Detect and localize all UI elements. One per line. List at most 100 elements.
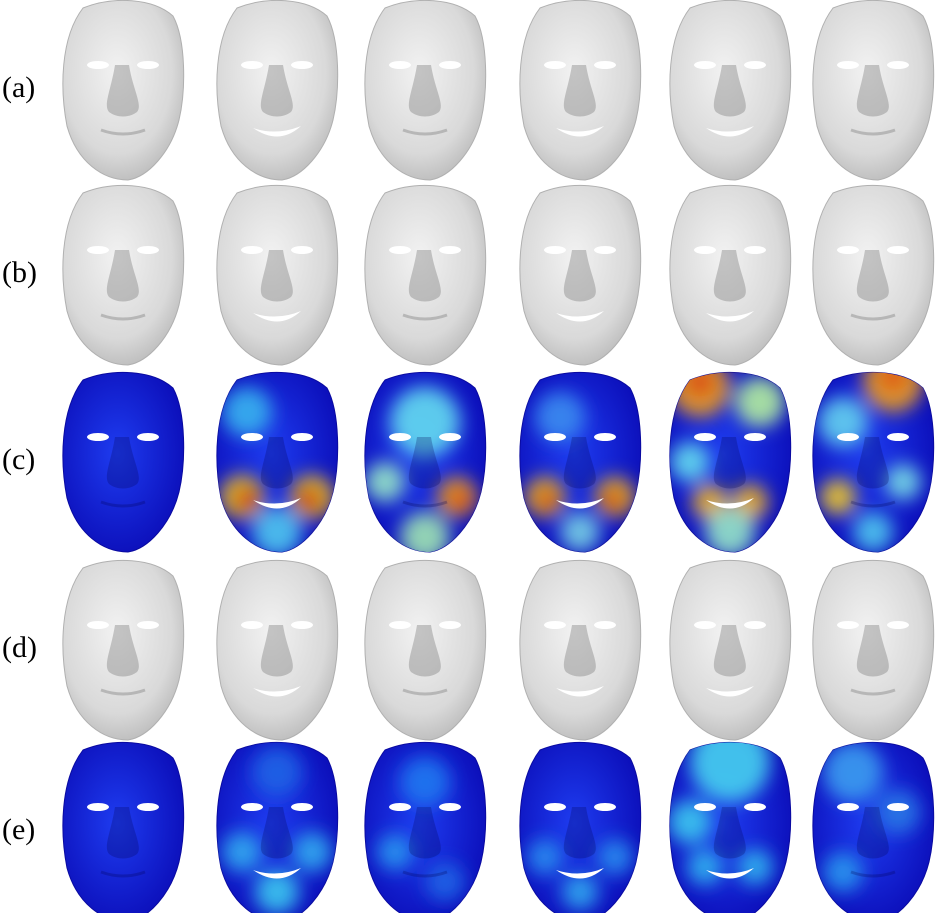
face-surface <box>62 741 185 913</box>
face <box>364 0 487 181</box>
nose-shade <box>856 437 889 489</box>
heat-blob <box>876 790 920 834</box>
mouth <box>556 868 604 879</box>
heat-blob <box>235 488 259 512</box>
nose-shade <box>713 250 746 302</box>
eye-hole <box>837 621 859 629</box>
face <box>62 371 185 553</box>
heat-blob <box>425 862 465 902</box>
face <box>62 0 185 181</box>
mouth <box>253 311 301 322</box>
heat-blob <box>823 852 863 892</box>
eye-hole <box>241 246 263 254</box>
nose-shade <box>563 437 596 489</box>
eye-hole <box>837 433 859 441</box>
eye-hole <box>137 246 159 254</box>
nose-shade <box>260 437 293 489</box>
heat-blob <box>853 512 893 552</box>
mouth-line <box>100 688 146 696</box>
heat-blob <box>597 839 633 875</box>
heat-blob <box>820 479 856 515</box>
heat-blobs <box>220 387 334 553</box>
eye-hole <box>594 246 616 254</box>
heat-blob <box>527 839 563 875</box>
eye-hole <box>837 803 859 811</box>
face-surface <box>519 559 642 741</box>
eye-hole <box>594 803 616 811</box>
face-surface <box>62 371 185 553</box>
nose-shade <box>856 65 889 117</box>
face-surface <box>62 184 185 366</box>
heat-blob <box>222 387 272 437</box>
eye-hole <box>544 803 566 811</box>
heat-blob <box>222 832 262 872</box>
face-surface <box>364 559 487 741</box>
nose-shade <box>856 250 889 302</box>
heat-blob <box>450 490 470 510</box>
eye-hole <box>887 803 909 811</box>
eye-hole <box>694 621 716 629</box>
heat-blob <box>252 747 302 797</box>
eye-hole <box>87 61 109 69</box>
mouth <box>556 311 604 322</box>
mouth-line <box>100 128 146 136</box>
mouth-line <box>850 128 896 136</box>
eye-hole <box>389 803 411 811</box>
face-surface <box>669 184 792 366</box>
eye-hole <box>439 246 461 254</box>
nose-shade <box>408 65 441 117</box>
mouth-line <box>402 500 448 508</box>
heat-blobs <box>525 392 635 552</box>
eye-hole <box>87 433 109 441</box>
mouth <box>253 126 301 137</box>
eye-hole <box>744 433 766 441</box>
eye-hole <box>137 803 159 811</box>
heat-blob <box>885 464 921 500</box>
mouth <box>706 868 754 879</box>
face-surface <box>519 184 642 366</box>
eye-hole <box>241 621 263 629</box>
eye-hole <box>439 803 461 811</box>
nose-shade <box>106 250 139 302</box>
eye-hole <box>241 61 263 69</box>
face-surface <box>669 559 792 741</box>
eye-hole <box>291 621 313 629</box>
row-label: (e) <box>2 813 35 846</box>
nose-shade <box>563 65 596 117</box>
row-label: (c) <box>2 443 35 476</box>
mouth <box>253 868 301 879</box>
face-surface <box>812 184 935 366</box>
face <box>62 184 185 366</box>
nose-shade <box>563 807 596 859</box>
eye-hole <box>744 61 766 69</box>
nose-shade <box>260 65 293 117</box>
nose-shade <box>713 437 746 489</box>
nose-shade <box>260 250 293 302</box>
heat-blob <box>535 392 585 442</box>
nose-shade <box>106 625 139 677</box>
eye-hole <box>87 621 109 629</box>
face-surface <box>669 0 792 181</box>
heat-blobs <box>527 839 633 910</box>
eye-hole <box>137 433 159 441</box>
eye-hole <box>389 433 411 441</box>
face <box>519 559 642 741</box>
eye-hole <box>694 803 716 811</box>
row-label: (b) <box>2 256 37 289</box>
face-surface <box>364 0 487 181</box>
face <box>216 184 339 366</box>
face <box>669 559 792 741</box>
face <box>669 371 792 553</box>
face <box>812 184 935 366</box>
face <box>519 371 642 553</box>
eye-hole <box>544 433 566 441</box>
heat-blobs <box>818 372 923 552</box>
mouth-line <box>402 688 448 696</box>
mouth-line <box>850 313 896 321</box>
eye-hole <box>439 433 461 441</box>
heat-blob <box>669 800 712 844</box>
nose-shade <box>106 65 139 117</box>
nose-shade <box>260 625 293 677</box>
mouth <box>556 498 604 509</box>
mouth <box>706 311 754 322</box>
